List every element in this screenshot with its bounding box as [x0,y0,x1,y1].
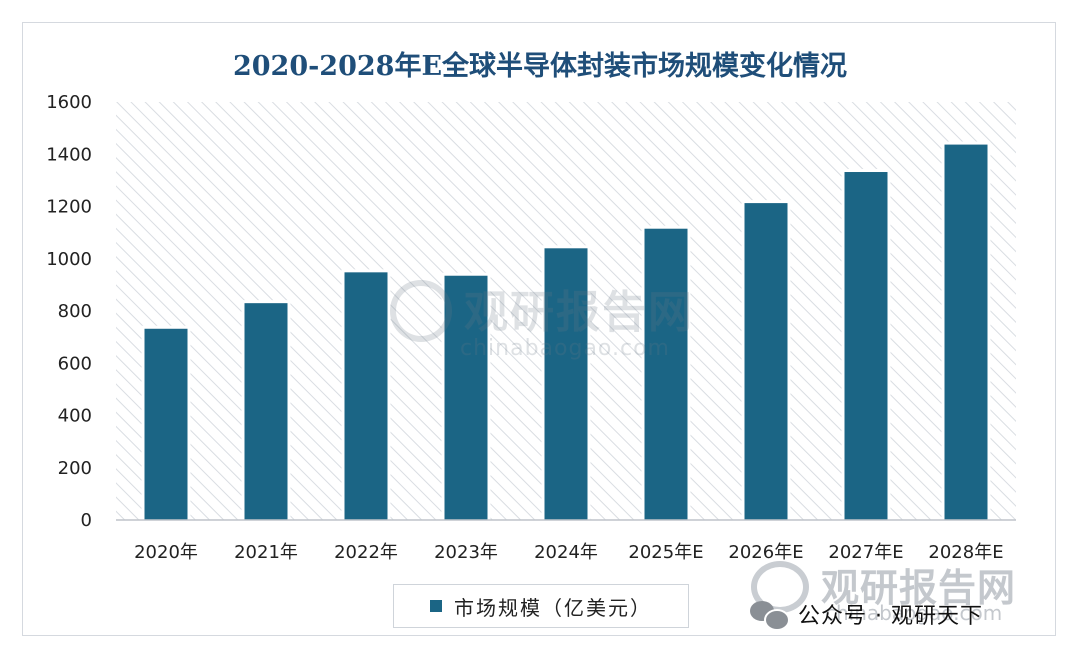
y-tick-label: 400 [58,406,92,427]
y-tick-label: 1400 [46,144,92,165]
wechat-account: 公众号 · 观研天下 [750,594,983,634]
x-tick-label: 2027年E [828,542,903,563]
y-tick-label: 1200 [46,197,92,218]
wechat-account-label: 公众号 · 观研天下 [798,604,983,629]
x-tick-label: 2028年E [928,542,1003,563]
bar [944,144,988,521]
y-tick-label: 800 [58,301,92,322]
legend-label: 市场规模（亿美元） [454,595,652,620]
y-tick-label: 0 [81,510,92,531]
bars [141,141,991,521]
bar [444,275,488,520]
bar [744,203,788,520]
chart-title: 2020-2028年E全球半导体封装市场规模变化情况 [232,51,848,82]
bar [844,172,888,520]
y-tick-label: 1000 [46,249,92,270]
legend: 市场规模（亿美元） [393,584,689,628]
x-tick-label: 2026年E [728,542,803,563]
bar [244,303,288,520]
x-tick-label: 2020年 [134,542,198,563]
y-tick-label: 1600 [46,92,92,113]
legend-swatch [430,600,442,612]
x-axis: 2020年 2021年 2022年 2023年 2024年 2025年E 2026年E 202… [134,542,1004,563]
bar [544,248,588,521]
y-tick-label: 600 [58,353,92,374]
x-tick-label: 2024年 [534,542,598,563]
x-tick-label: 2023年 [434,542,498,563]
bar [344,272,388,520]
x-tick-label: 2021年 [234,542,298,563]
bar [144,328,188,520]
x-tick-label: 2025年E [628,542,703,563]
wechat-icon [750,599,790,631]
bar [644,228,688,521]
y-tick-label: 200 [58,458,92,479]
x-tick-label: 2022年 [334,542,398,563]
y-axis: 0 200 400 600 800 1000 1200 1400 1600 [46,92,92,531]
